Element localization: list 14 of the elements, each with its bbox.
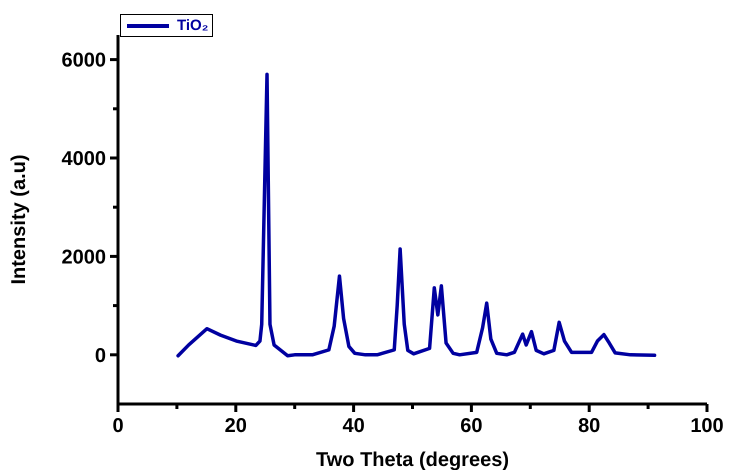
x-tick-label: 100 bbox=[690, 415, 724, 437]
y-tick-label: 0 bbox=[94, 344, 106, 367]
x-tick-label: 0 bbox=[112, 415, 124, 437]
y-tick-label: 4000 bbox=[62, 148, 106, 170]
x-tick-label: 20 bbox=[224, 415, 247, 437]
x-tick-label: 80 bbox=[578, 415, 600, 437]
line-series bbox=[176, 72, 656, 358]
x-axis-title: Two Theta (degrees) bbox=[316, 449, 509, 471]
x-tick-label: 60 bbox=[460, 415, 483, 437]
y-tick-label: 2000 bbox=[62, 246, 106, 268]
y-tick-label: 6000 bbox=[62, 50, 106, 72]
y-axis-title: Intensity (a.u) bbox=[8, 154, 30, 285]
x-tick-label: 40 bbox=[342, 415, 365, 437]
legend-label: TiO₂ bbox=[177, 17, 208, 34]
